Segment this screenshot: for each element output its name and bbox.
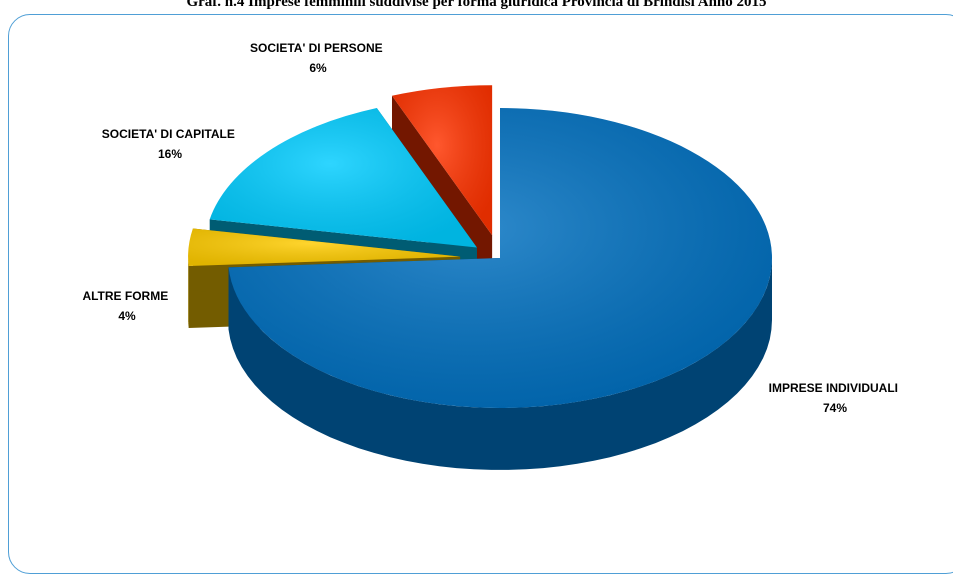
pie-chart: IMPRESE INDIVIDUALI 74% ALTRE FORME 4% S…: [82, 41, 902, 470]
pie-labels: IMPRESE INDIVIDUALI 74% ALTRE FORME 4% S…: [82, 41, 902, 415]
slice-label-altre-forme-value: 4%: [118, 309, 136, 323]
slice-label-societa-di-persone-value: 6%: [309, 61, 327, 75]
slice-label-societa-di-capitale-value: 16%: [158, 147, 182, 161]
slice-label-societa-di-persone-name: SOCIETA' DI PERSONE: [250, 41, 383, 55]
slice-label-altre-forme-name: ALTRE FORME: [82, 289, 168, 303]
slice-label-societa-di-capitale-name: SOCIETA' DI CAPITALE: [102, 127, 235, 141]
slice-label-societa-di-persone: SOCIETA' DI PERSONE 6%: [250, 41, 386, 75]
slice-label-imprese-individuali-name: IMPRESE INDIVIDUALI: [769, 381, 898, 395]
pie-slice-imprese-individuali: [228, 108, 772, 470]
slice-label-imprese-individuali-value: 74%: [823, 401, 847, 415]
chart-title: Graf. n.4 Imprese femminili suddivise pe…: [186, 0, 767, 10]
pie-slice-imprese-individuali-highlight: [228, 108, 772, 409]
pie-slice-societa-di-capitale-highlight: [209, 107, 477, 248]
pie-slice-imprese-individuali-side: [228, 258, 772, 470]
pie-slice-altre-forme-highlight: [188, 228, 461, 267]
pie-slice-societa-di-persone-highlight: [392, 85, 493, 236]
pie-slice-altre-forme-side: [188, 256, 189, 328]
pie-slices: [188, 85, 772, 470]
slice-label-societa-di-capitale: SOCIETA' DI CAPITALE 16%: [102, 127, 238, 161]
slice-label-altre-forme: ALTRE FORME 4%: [82, 289, 171, 323]
slice-label-imprese-individuali: IMPRESE INDIVIDUALI 74%: [769, 381, 902, 415]
